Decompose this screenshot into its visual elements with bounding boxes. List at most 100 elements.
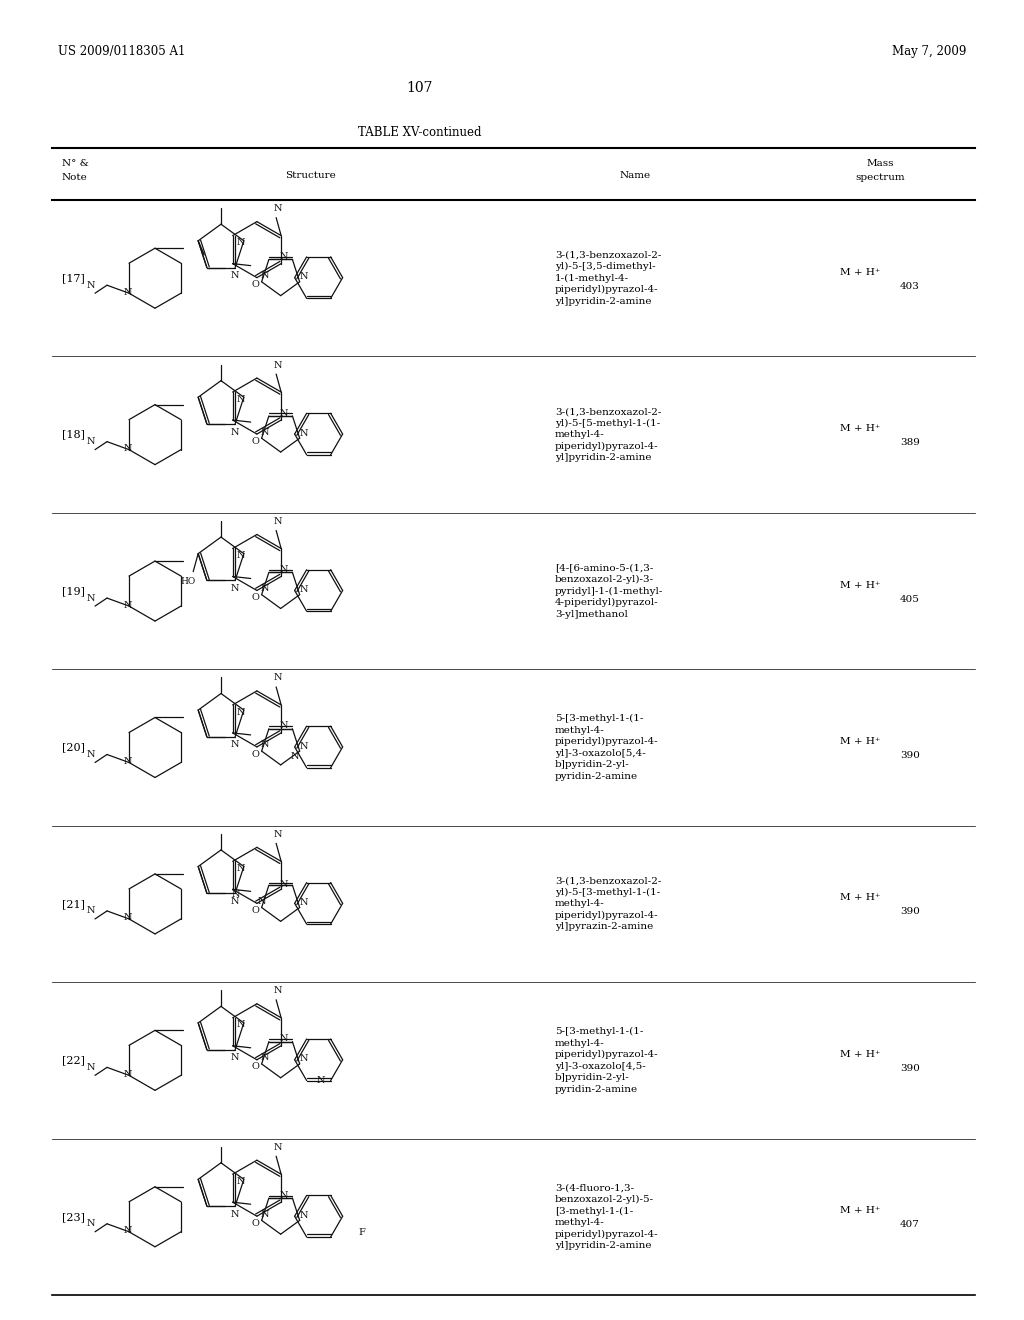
Text: N: N — [273, 673, 283, 682]
Text: N: N — [230, 741, 240, 750]
Text: N: N — [299, 585, 308, 594]
Text: N: N — [124, 444, 132, 453]
Text: TABLE XV-continued: TABLE XV-continued — [358, 127, 481, 140]
Text: N: N — [86, 437, 95, 446]
Text: N: N — [230, 1209, 240, 1218]
Text: O: O — [252, 906, 259, 915]
Text: 107: 107 — [407, 81, 433, 95]
Text: N: N — [273, 830, 283, 838]
Text: 5-[3-methyl-1-(1-
methyl-4-
piperidyl)pyrazol-4-
yl]-3-oxazolo[5,4-
b]pyridin-2-: 5-[3-methyl-1-(1- methyl-4- piperidyl)py… — [555, 714, 658, 780]
Text: N: N — [86, 907, 95, 916]
Text: [23]: [23] — [62, 1212, 85, 1222]
Text: N: N — [231, 890, 240, 899]
Text: N: N — [237, 708, 245, 717]
Text: spectrum: spectrum — [855, 173, 905, 182]
Text: N: N — [273, 360, 283, 370]
Text: M + H⁺: M + H⁺ — [840, 581, 881, 590]
Text: N: N — [237, 1177, 245, 1185]
Text: N: N — [299, 898, 308, 907]
Text: N: N — [261, 428, 269, 437]
Text: N: N — [280, 252, 289, 261]
Text: O: O — [252, 1063, 259, 1072]
Text: N: N — [258, 896, 266, 906]
Text: [17]: [17] — [62, 273, 85, 284]
Text: N° &: N° & — [62, 158, 89, 168]
Text: N: N — [299, 272, 308, 281]
Text: N: N — [124, 1226, 132, 1236]
Text: 390: 390 — [900, 751, 920, 760]
Text: N: N — [230, 428, 240, 437]
Text: [18]: [18] — [62, 429, 85, 440]
Text: M + H⁺: M + H⁺ — [840, 1206, 881, 1216]
Text: 3-(4-fluoro-1,3-
benzoxazol-2-yl)-5-
[3-methyl-1-(1-
methyl-4-
piperidyl)pyrazol: 3-(4-fluoro-1,3- benzoxazol-2-yl)-5- [3-… — [555, 1184, 658, 1250]
Text: N: N — [273, 1143, 283, 1152]
Text: [20]: [20] — [62, 742, 85, 752]
Text: O: O — [252, 280, 259, 289]
Text: N: N — [230, 271, 240, 280]
Text: N: N — [124, 1069, 132, 1078]
Text: O: O — [252, 437, 259, 446]
Text: N: N — [299, 1055, 308, 1064]
Text: 3-(1,3-benzoxazol-2-
yl)-5-[5-methyl-1-(1-
methyl-4-
piperidyl)pyrazol-4-
yl]pyr: 3-(1,3-benzoxazol-2- yl)-5-[5-methyl-1-(… — [555, 407, 662, 462]
Text: N: N — [280, 880, 289, 888]
Text: Structure: Structure — [285, 170, 336, 180]
Text: N: N — [86, 750, 95, 759]
Text: 389: 389 — [900, 438, 920, 447]
Text: Mass: Mass — [866, 158, 894, 168]
Text: O: O — [252, 750, 259, 759]
Text: O: O — [252, 593, 259, 602]
Text: [4-[6-amino-5-(1,3-
benzoxazol-2-yl)-3-
pyridyl]-1-(1-methyl-
4-piperidyl)pyrazo: [4-[6-amino-5-(1,3- benzoxazol-2-yl)-3- … — [555, 564, 664, 619]
Text: 3-(1,3-benzoxazol-2-
yl)-5-[3,5-dimethyl-
1-(1-methyl-4-
piperidyl)pyrazol-4-
yl: 3-(1,3-benzoxazol-2- yl)-5-[3,5-dimethyl… — [555, 251, 662, 306]
Text: N: N — [86, 1220, 95, 1229]
Text: N: N — [124, 288, 132, 297]
Text: 3-(1,3-benzoxazol-2-
yl)-5-[3-methyl-1-(1-
methyl-4-
piperidyl)pyrazol-4-
yl]pyr: 3-(1,3-benzoxazol-2- yl)-5-[3-methyl-1-(… — [555, 876, 662, 932]
Text: US 2009/0118305 A1: US 2009/0118305 A1 — [58, 45, 185, 58]
Text: N: N — [261, 583, 269, 593]
Text: 407: 407 — [900, 1220, 920, 1229]
Text: N: N — [261, 1209, 269, 1218]
Text: Note: Note — [62, 173, 88, 182]
Text: N: N — [261, 1053, 269, 1063]
Text: N: N — [124, 601, 132, 610]
Text: N: N — [299, 429, 308, 438]
Text: N: N — [237, 239, 245, 247]
Text: N: N — [230, 583, 240, 593]
Text: N: N — [237, 552, 245, 560]
Text: N: N — [280, 409, 289, 417]
Text: N: N — [280, 722, 289, 730]
Text: N: N — [237, 395, 245, 404]
Text: N: N — [86, 594, 95, 602]
Text: 390: 390 — [900, 907, 920, 916]
Text: N: N — [273, 517, 283, 525]
Text: N: N — [273, 205, 283, 213]
Text: 403: 403 — [900, 281, 920, 290]
Text: [22]: [22] — [62, 1056, 85, 1065]
Text: [19]: [19] — [62, 586, 85, 597]
Text: Name: Name — [620, 170, 650, 180]
Text: N: N — [316, 1076, 326, 1085]
Text: N: N — [86, 1063, 95, 1072]
Text: M + H⁺: M + H⁺ — [840, 268, 881, 277]
Text: N: N — [291, 752, 299, 762]
Text: N: N — [124, 756, 132, 766]
Text: N: N — [280, 1191, 289, 1200]
Text: N: N — [230, 1053, 240, 1063]
Text: [21]: [21] — [62, 899, 85, 909]
Text: N: N — [230, 896, 240, 906]
Text: HO: HO — [180, 577, 196, 586]
Text: M + H⁺: M + H⁺ — [840, 737, 881, 746]
Text: 5-[3-methyl-1-(1-
methyl-4-
piperidyl)pyrazol-4-
yl]-3-oxazolo[4,5-
b]pyridin-2-: 5-[3-methyl-1-(1- methyl-4- piperidyl)py… — [555, 1027, 658, 1094]
Text: N: N — [86, 281, 95, 289]
Text: May 7, 2009: May 7, 2009 — [892, 45, 966, 58]
Text: O: O — [252, 1218, 259, 1228]
Text: N: N — [261, 271, 269, 280]
Text: N: N — [280, 1035, 289, 1043]
Text: M + H⁺: M + H⁺ — [840, 424, 881, 433]
Text: M + H⁺: M + H⁺ — [840, 1049, 881, 1059]
Text: 405: 405 — [900, 594, 920, 603]
Text: N: N — [261, 741, 269, 750]
Text: N: N — [124, 913, 132, 923]
Text: N: N — [280, 565, 289, 574]
Text: N: N — [299, 742, 308, 751]
Text: 390: 390 — [900, 1064, 920, 1073]
